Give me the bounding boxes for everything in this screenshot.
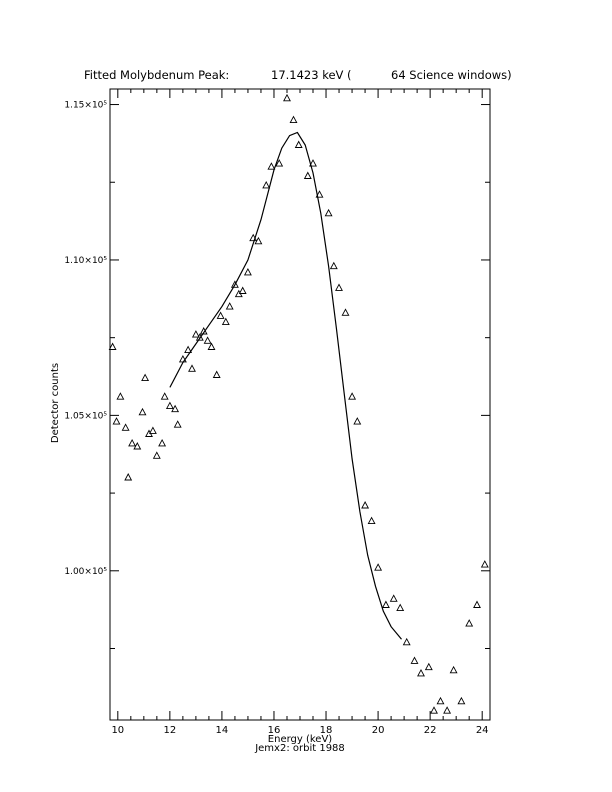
data-point bbox=[348, 392, 357, 400]
data-point bbox=[121, 423, 130, 431]
y-tick-label: 1.05×10⁵ bbox=[64, 411, 107, 421]
data-point bbox=[341, 308, 350, 316]
data-point bbox=[335, 283, 343, 291]
data-point bbox=[238, 286, 247, 294]
x-axis-label: Energy (keV) bbox=[268, 734, 333, 745]
data-point bbox=[225, 302, 234, 310]
data-point bbox=[249, 233, 258, 242]
data-point bbox=[294, 140, 303, 148]
data-point bbox=[367, 516, 376, 525]
x-tick-label: 16 bbox=[268, 725, 281, 736]
data-point bbox=[184, 345, 193, 354]
data-point bbox=[212, 370, 221, 378]
data-points bbox=[108, 93, 489, 714]
data-point bbox=[178, 354, 187, 363]
data-point bbox=[275, 159, 284, 167]
data-point bbox=[230, 280, 239, 288]
y-tick-label: 1.00×10⁵ bbox=[64, 567, 107, 577]
data-point bbox=[465, 619, 474, 627]
data-point bbox=[402, 637, 411, 646]
y-tick-label: 1.15×10⁵ bbox=[64, 101, 107, 111]
data-point bbox=[173, 420, 182, 428]
data-point bbox=[480, 560, 489, 568]
data-point bbox=[171, 404, 180, 413]
data-point bbox=[267, 162, 276, 170]
data-point bbox=[254, 236, 263, 245]
data-point bbox=[216, 311, 225, 319]
plot-frame bbox=[109, 88, 491, 721]
data-point bbox=[309, 159, 317, 167]
data-point bbox=[424, 662, 433, 671]
data-point bbox=[199, 327, 208, 335]
data-point bbox=[315, 190, 324, 198]
x-tick-label: 20 bbox=[372, 725, 385, 736]
data-point bbox=[262, 180, 271, 189]
data-point bbox=[207, 342, 216, 350]
data-point bbox=[374, 563, 383, 571]
data-point bbox=[396, 603, 405, 612]
data-point bbox=[389, 594, 398, 602]
chart-title-suffix: 64 Science windows) bbox=[391, 68, 512, 82]
data-point bbox=[112, 417, 121, 425]
data-point bbox=[203, 336, 212, 344]
data-point bbox=[473, 600, 481, 608]
data-point bbox=[160, 392, 169, 400]
x-tick-labels: 10 12 14 16 18 20 22 24 bbox=[111, 725, 488, 736]
fit-curve bbox=[169, 131, 402, 640]
data-point bbox=[324, 208, 333, 217]
axis-ticks bbox=[110, 89, 490, 720]
x-tick-label: 12 bbox=[163, 725, 176, 736]
data-point bbox=[128, 438, 137, 447]
data-point bbox=[158, 438, 167, 447]
y-tick-label: 1.10×10⁵ bbox=[64, 256, 107, 266]
data-point bbox=[436, 696, 445, 705]
data-point bbox=[124, 473, 133, 481]
x-tick-label: 22 bbox=[424, 725, 437, 736]
data-point bbox=[188, 364, 196, 372]
data-point bbox=[152, 451, 161, 459]
data-point bbox=[165, 401, 174, 410]
data-point bbox=[410, 656, 419, 664]
chart-title-value: 17.1423 keV ( bbox=[271, 68, 352, 82]
chart-title-prefix: Fitted Molybdenum Peak: bbox=[84, 68, 229, 82]
x-tick-label: 24 bbox=[476, 725, 489, 736]
data-point bbox=[353, 417, 362, 425]
x-tick-label: 18 bbox=[320, 725, 333, 736]
y-axis-label: Detector counts bbox=[50, 363, 61, 443]
data-point bbox=[289, 115, 298, 124]
data-point bbox=[283, 93, 291, 102]
y-tick-labels: 1.00×10⁵ 1.05×10⁵ 1.10×10⁵ 1.15×10⁵ bbox=[64, 101, 107, 577]
data-point bbox=[443, 706, 452, 714]
data-point bbox=[191, 330, 200, 338]
data-point bbox=[430, 706, 438, 714]
data-point bbox=[195, 333, 204, 341]
data-point bbox=[303, 171, 312, 179]
data-point bbox=[108, 342, 117, 350]
data-point bbox=[457, 696, 466, 705]
data-point bbox=[381, 600, 390, 608]
x-tick-label: 14 bbox=[216, 725, 229, 736]
data-point bbox=[133, 442, 142, 450]
data-point bbox=[449, 665, 458, 674]
data-point bbox=[148, 426, 157, 434]
footer-label: Jemx2: orbit 1988 bbox=[254, 743, 345, 754]
data-point bbox=[116, 392, 125, 400]
data-point bbox=[141, 373, 150, 382]
data-point bbox=[221, 317, 230, 326]
data-point bbox=[329, 261, 338, 270]
data-point bbox=[138, 407, 147, 416]
data-point bbox=[361, 501, 370, 509]
x-tick-label: 10 bbox=[111, 725, 124, 736]
data-point bbox=[243, 267, 252, 276]
data-point bbox=[417, 668, 425, 677]
